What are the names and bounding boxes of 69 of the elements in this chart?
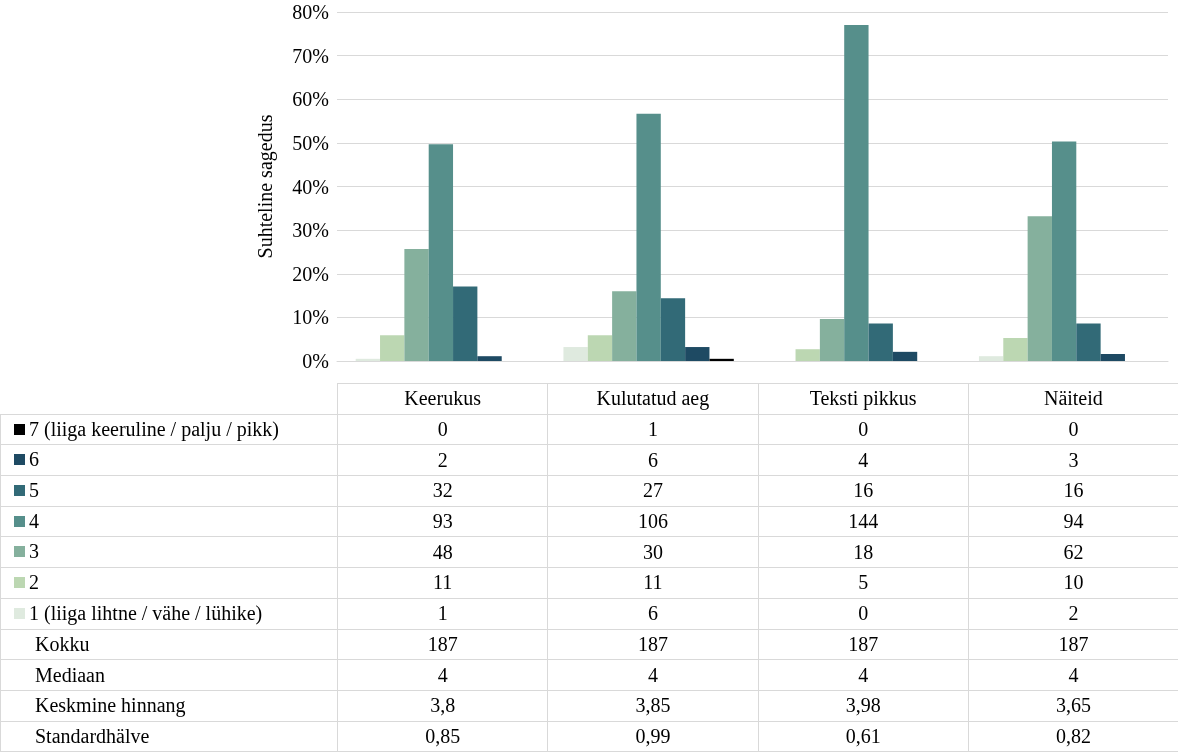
text: Kokku [0, 629, 338, 660]
data-label: 94 [968, 506, 1178, 537]
data-label: 3,65 [968, 690, 1178, 722]
data-label: 4 [758, 659, 969, 691]
data-label: 3,85 [547, 690, 758, 722]
data-label: 16 [758, 475, 969, 507]
data-label: 62 [968, 536, 1178, 568]
legend-label: 1 (liiga lihtne / vähe / lühike) [29, 601, 263, 625]
y-tick-label: 50% [292, 131, 329, 154]
data-label: 2 [337, 444, 548, 476]
data-label: 187 [337, 629, 548, 660]
data-label: 48 [337, 536, 548, 568]
data-label: 1 [547, 414, 758, 445]
y-tick-label: 80% [292, 1, 329, 23]
data-label: 1 [337, 598, 548, 629]
data-label: 187 [968, 629, 1178, 660]
data-label: 106 [547, 506, 758, 537]
data-label: 0,82 [968, 721, 1178, 752]
category-label: Näiteid [968, 383, 1178, 415]
data-label: 11 [337, 567, 548, 599]
data-label: 4 [337, 659, 548, 691]
text: Mediaan [0, 659, 338, 691]
data-label: 4 [547, 659, 758, 691]
data-label: 10 [968, 567, 1178, 599]
data-label: 11 [547, 567, 758, 599]
data-label: 32 [337, 475, 548, 507]
legend-label: 2 [29, 570, 39, 594]
data-label: 187 [758, 629, 969, 660]
data-label: 0,61 [758, 721, 969, 752]
data-label: 6 [547, 598, 758, 629]
data-label: 187 [547, 629, 758, 660]
legend-label: 7 (liiga keeruline / palju / pikk) [29, 417, 279, 441]
data-label: 3 [968, 444, 1178, 476]
data-label: 30 [547, 536, 758, 568]
data-label: 4 [968, 659, 1178, 691]
legend-label: 4 [29, 509, 39, 533]
y-tick-label: 40% [292, 175, 329, 198]
data-label: 0 [758, 414, 969, 445]
data-label: 0 [337, 414, 548, 445]
data-label: 16 [968, 475, 1178, 507]
y-tick-label: 30% [292, 219, 329, 242]
y-axis-title: Suhteline sagedus [254, 114, 277, 259]
data-label: 0,99 [547, 721, 758, 752]
text: Keskmine hinnang [0, 690, 338, 722]
data-label: 3,98 [758, 690, 969, 722]
text: Standardhälve [0, 721, 338, 752]
data-label: 6 [547, 444, 758, 476]
data-label: 144 [758, 506, 969, 537]
y-tick-label: 20% [292, 262, 329, 285]
category-label: Kulutatud aeg [547, 383, 758, 415]
data-label: 0 [968, 414, 1178, 445]
data-label: 4 [758, 444, 969, 476]
legend-label: 3 [29, 540, 39, 564]
category-label: Teksti pikkus [758, 383, 969, 415]
data-label: 0,85 [337, 721, 548, 752]
legend-label: 6 [29, 448, 39, 472]
category-label: Keerukus [337, 383, 548, 415]
data-label: 2 [968, 598, 1178, 629]
data-label: 27 [547, 475, 758, 507]
data-label: 18 [758, 536, 969, 568]
data-label: 0 [758, 598, 969, 629]
y-tick-label: 70% [292, 44, 329, 67]
y-tick-label: 10% [292, 306, 329, 329]
data-label: 3,8 [337, 690, 548, 722]
legend-label: 5 [29, 478, 39, 502]
y-tick-label: 60% [292, 88, 329, 111]
data-label: 5 [758, 567, 969, 599]
data-label: 93 [337, 506, 548, 537]
y-tick-label: 0% [302, 350, 329, 372]
